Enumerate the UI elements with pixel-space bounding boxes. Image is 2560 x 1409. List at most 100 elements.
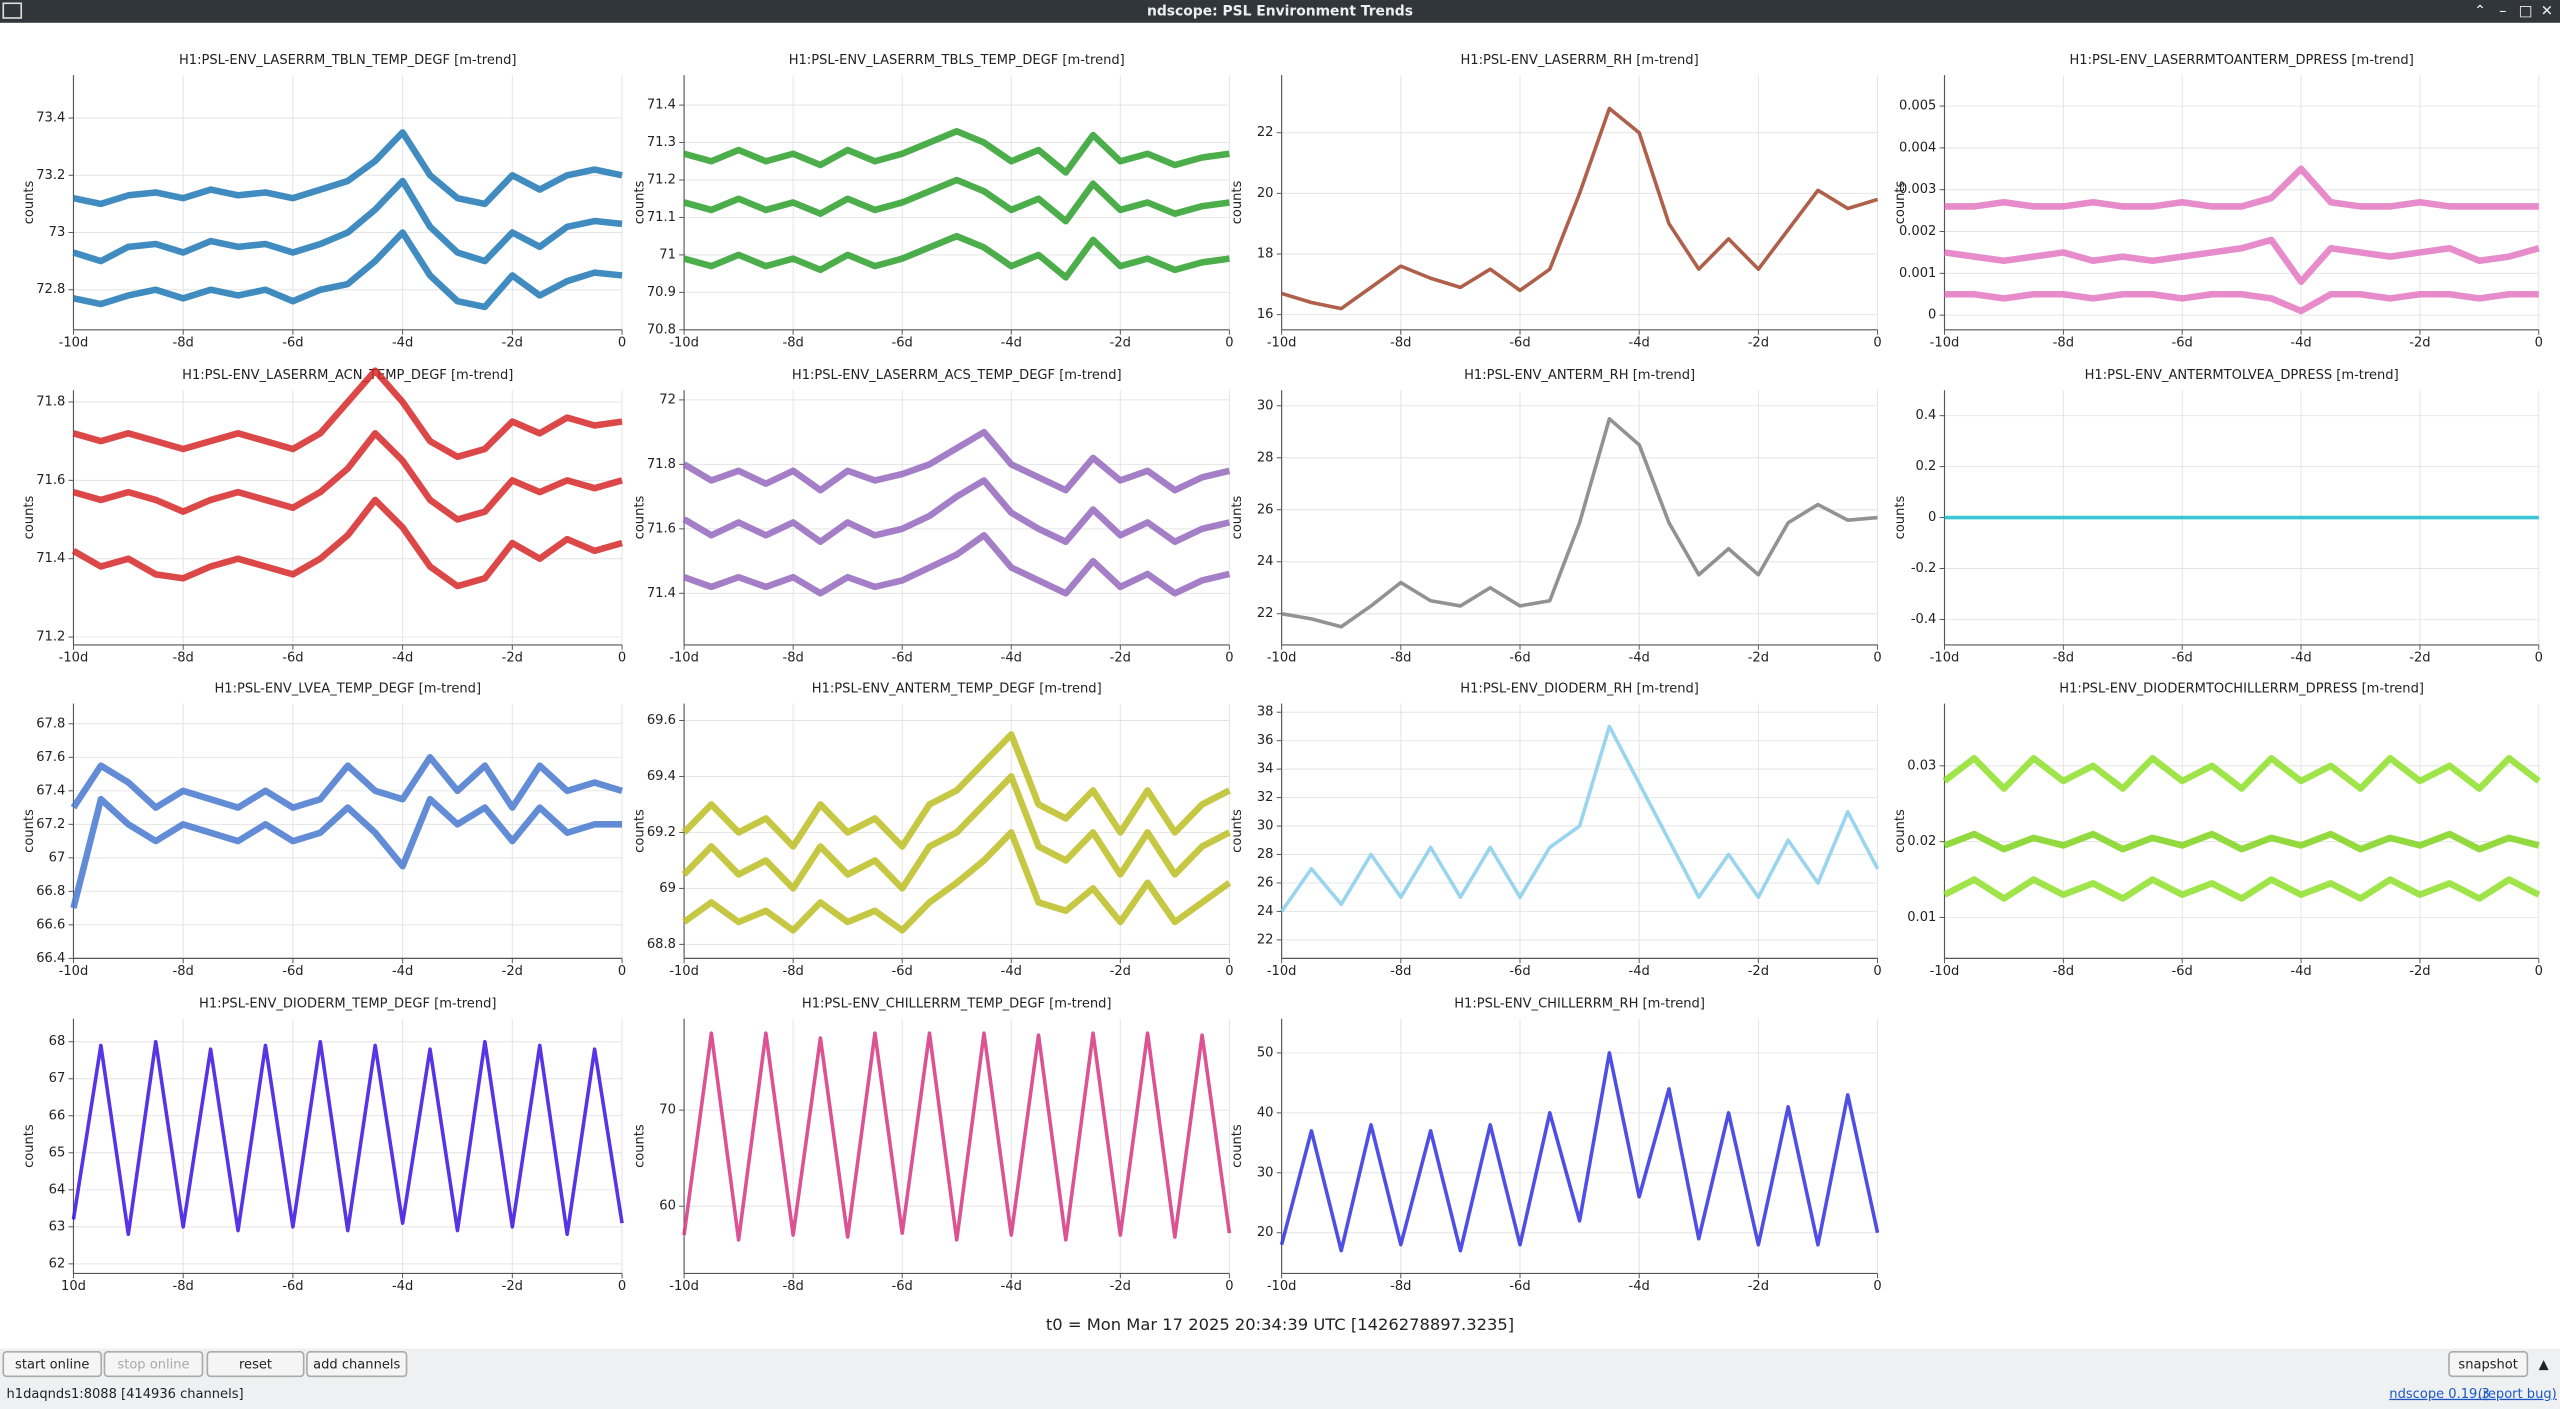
y-tick-label: 65 (49, 1145, 66, 1160)
y-tick-label: 16 (1257, 307, 1274, 322)
y-tick-label: 69.4 (647, 769, 676, 784)
x-tick-label: -8d (2053, 964, 2074, 979)
window-btn-min[interactable]: – (2499, 2, 2506, 19)
x-tick-label: -10d (1267, 335, 1297, 350)
y-tick-label: 28 (1257, 847, 1274, 862)
app-icon (2, 2, 23, 19)
toolbar-button-label: reset (239, 1357, 272, 1372)
y-axis-label: counts (1893, 180, 1908, 224)
x-tick-label: -4d (1001, 964, 1022, 979)
y-tick-label: 67.4 (36, 783, 65, 798)
toolbar-button-label: stop online (117, 1357, 189, 1372)
y-tick-label: 71.3 (647, 135, 676, 150)
x-tick-label: -8d (173, 964, 194, 979)
plot-title: H1:PSL-ENV_ANTERM_TEMP_DEGF [m-trend] (812, 681, 1102, 696)
trace (1943, 830, 2540, 853)
y-axis-label: counts (1230, 809, 1245, 853)
x-tick-label: -10d (1930, 335, 1960, 350)
x-tick-label: 0 (2535, 335, 2543, 350)
title-bar (0, 0, 2560, 23)
y-tick-label: 38 (1257, 705, 1274, 720)
toolbar-button-label: start online (15, 1357, 89, 1372)
y-tick-label: 50 (1257, 1045, 1274, 1060)
snapshot-button[interactable] (2448, 1351, 2529, 1378)
x-tick-label: -2d (1748, 964, 1769, 979)
report-link[interactable]: (report bug) (2478, 1387, 2557, 1402)
y-axis-label: counts (1230, 180, 1245, 224)
y-tick-label: 34 (1257, 762, 1274, 777)
y-tick-label: 71.4 (647, 98, 676, 113)
x-tick-label: -10d (669, 335, 699, 350)
y-axis-label: counts (22, 180, 37, 224)
y-axis-label: counts (633, 1124, 648, 1168)
y-axis-label: counts (1230, 1124, 1245, 1168)
plot-title: H1:PSL-ENV_LASERRMTOANTERM_DPRESS [m-tre… (2069, 53, 2413, 68)
x-tick-label: -8d (782, 1279, 803, 1294)
y-axis-label: counts (22, 1124, 37, 1168)
plot-title: H1:PSL-ENV_CHILLERRM_RH [m-trend] (1454, 997, 1705, 1012)
plot-title: H1:PSL-ENV_CHILLERRM_TEMP_DEGF [m-trend] (802, 997, 1112, 1012)
y-tick-label: 73 (49, 225, 66, 240)
plot-title: H1:PSL-ENV_LASERRM_ACN_TEMP_DEGF [m-tren… (182, 368, 513, 383)
version-link[interactable]: ndscope 0.19.3 (2389, 1387, 2489, 1402)
toolbar-button[interactable] (2, 1351, 103, 1378)
window-btn-up[interactable]: ⌃ (2474, 2, 2486, 19)
x-tick-label: -8d (1390, 1279, 1411, 1294)
y-tick-label: 24 (1257, 904, 1274, 919)
trace (1281, 417, 1878, 629)
expand-arrow[interactable]: ▲ (2539, 1357, 2549, 1372)
trace (1944, 290, 2539, 315)
trace (1280, 724, 1880, 913)
window-btn-close[interactable]: ✕ (2541, 2, 2553, 19)
y-tick-label: 64 (49, 1182, 66, 1197)
y-tick-label: 73.2 (36, 168, 65, 183)
y-axis-label: counts (22, 496, 37, 540)
x-tick-label: -4d (1001, 1279, 1022, 1294)
y-tick-label: 67.8 (36, 716, 65, 731)
y-tick-label: 70.8 (647, 322, 676, 337)
toolbar-button-label: add channels (313, 1357, 400, 1372)
trace (1281, 106, 1879, 311)
x-tick-label: -10d (59, 964, 89, 979)
y-tick-label: 22 (1257, 932, 1274, 947)
trace (682, 1031, 1232, 1242)
x-tick-label: -2d (502, 335, 523, 350)
x-tick-label: -2d (1110, 964, 1131, 979)
x-tick-label: -4d (392, 1279, 413, 1294)
trace (1943, 876, 2541, 902)
x-tick-label: -6d (892, 335, 913, 350)
x-tick-label: -6d (1509, 335, 1530, 350)
plot-canvas (0, 22, 2560, 1349)
y-tick-label: 72.8 (36, 282, 65, 297)
trace (1942, 754, 2541, 792)
x-tick-label: 0 (1873, 964, 1881, 979)
trace (1944, 165, 2539, 210)
y-tick-label: 63 (49, 1219, 66, 1234)
toolbar-button[interactable] (206, 1351, 305, 1378)
x-tick-label: -2d (2409, 650, 2430, 665)
y-axis-label: counts (633, 180, 648, 224)
y-tick-label: 66 (49, 1108, 66, 1123)
x-tick-label: -6d (282, 1279, 303, 1294)
x-tick-label: 10d (61, 1279, 86, 1294)
y-axis-label: counts (22, 809, 37, 853)
y-tick-label: 20 (1257, 186, 1274, 201)
trace (683, 176, 1230, 225)
toolbar: start online stop online reset add channels (2, 1351, 408, 1378)
y-tick-label: 72 (659, 392, 676, 407)
x-tick-label: -10d (669, 650, 699, 665)
x-tick-label: 0 (618, 964, 626, 979)
y-tick-label: 70 (659, 1103, 676, 1118)
y-tick-label: 71.4 (647, 586, 676, 601)
x-tick-label: -6d (892, 1279, 913, 1294)
trace (682, 532, 1231, 597)
plot-title: H1:PSL-ENV_DIODERMTOCHILLERRM_DPRESS [m-… (2059, 681, 2424, 696)
y-tick-label: 0.002 (1899, 224, 1936, 239)
x-tick-label: 0 (618, 1279, 626, 1294)
window-btn-max[interactable]: □ (2519, 2, 2533, 19)
x-tick-label: -4d (2290, 964, 2311, 979)
toolbar-button[interactable] (306, 1351, 408, 1378)
y-tick-label: 71.8 (36, 394, 65, 409)
y-tick-label: 67 (49, 850, 66, 865)
